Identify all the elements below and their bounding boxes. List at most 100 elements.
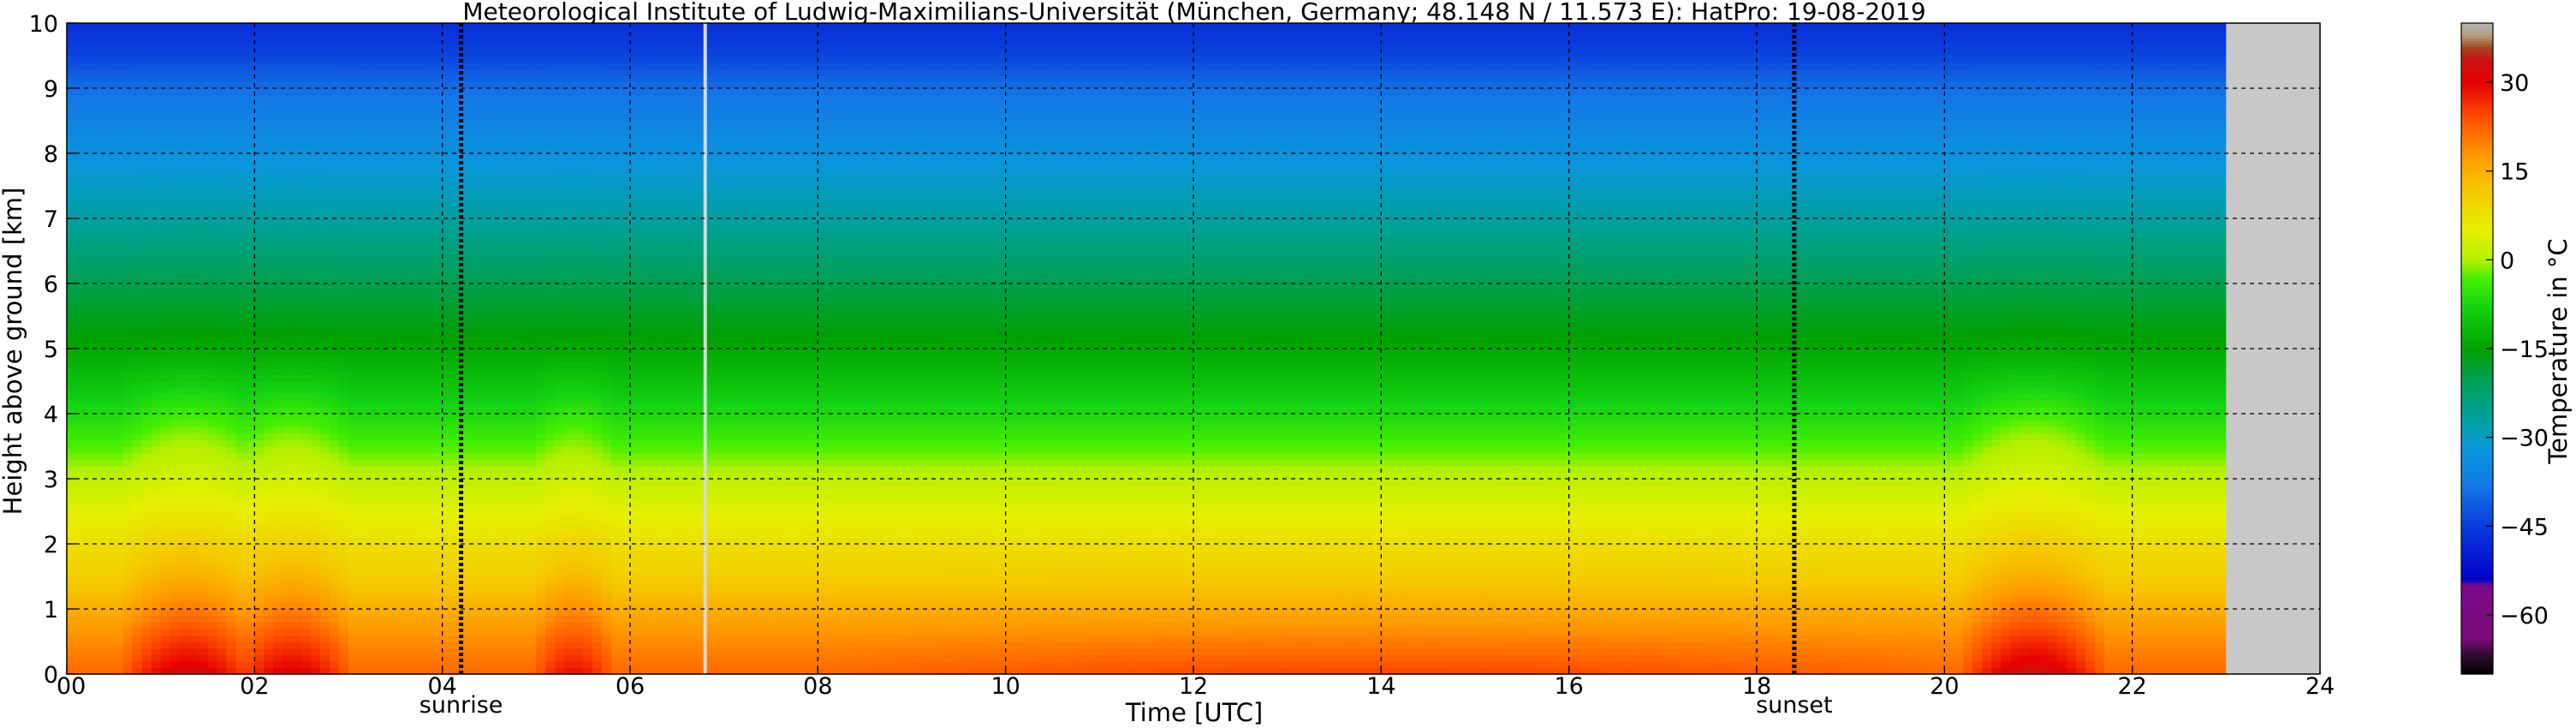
heatmap-cell bbox=[498, 433, 509, 440]
heatmap-cell bbox=[479, 414, 491, 421]
heatmap-cell bbox=[376, 367, 387, 375]
heatmap-cell bbox=[320, 530, 330, 538]
heatmap-cell bbox=[461, 635, 472, 642]
heatmap-cell bbox=[217, 660, 228, 668]
heatmap-cell bbox=[479, 186, 491, 194]
heatmap-cell bbox=[517, 524, 527, 532]
heatmap-cell bbox=[357, 622, 368, 630]
heatmap-cell bbox=[85, 231, 96, 239]
heatmap-cell bbox=[151, 465, 162, 473]
heatmap-cell bbox=[432, 582, 443, 590]
heatmap-cell bbox=[470, 335, 481, 343]
heatmap-cell bbox=[461, 602, 472, 610]
heatmap-cell bbox=[122, 349, 134, 356]
heatmap-cell bbox=[264, 550, 274, 558]
heatmap-cell bbox=[179, 166, 190, 174]
heatmap-cell bbox=[132, 544, 143, 552]
heatmap-cell bbox=[217, 101, 228, 109]
heatmap-cell bbox=[470, 667, 481, 675]
heatmap-cell bbox=[376, 452, 387, 460]
heatmap-cell bbox=[320, 212, 330, 219]
heatmap-cell bbox=[94, 283, 105, 291]
heatmap-cell bbox=[320, 660, 330, 668]
heatmap-cell bbox=[104, 244, 115, 252]
heatmap-cell bbox=[235, 407, 246, 415]
heatmap-cell bbox=[479, 69, 491, 76]
heatmap-cell bbox=[385, 121, 396, 128]
heatmap-cell bbox=[479, 550, 491, 558]
heatmap-cell bbox=[517, 94, 527, 102]
heatmap-cell bbox=[385, 439, 396, 447]
heatmap-cell bbox=[413, 576, 425, 584]
heatmap-cell bbox=[132, 635, 143, 642]
heatmap-cell bbox=[330, 544, 340, 552]
heatmap-cell bbox=[413, 199, 425, 206]
heatmap-cell bbox=[132, 609, 143, 617]
heatmap-cell bbox=[385, 582, 396, 590]
heatmap-cell bbox=[470, 179, 481, 187]
heatmap-cell bbox=[320, 394, 330, 402]
heatmap-cell bbox=[442, 329, 453, 337]
heatmap-cell bbox=[245, 94, 255, 102]
heatmap-cell bbox=[423, 400, 434, 408]
heatmap-cell bbox=[395, 647, 406, 655]
heatmap-cell bbox=[432, 56, 443, 63]
heatmap-cell bbox=[404, 524, 415, 532]
heatmap-cell bbox=[217, 212, 228, 219]
heatmap-cell bbox=[75, 205, 86, 212]
heatmap-cell bbox=[292, 159, 302, 167]
heatmap-cell bbox=[104, 439, 115, 447]
heatmap-cell bbox=[527, 433, 537, 440]
heatmap-cell bbox=[423, 107, 434, 115]
heatmap-cell bbox=[226, 544, 236, 552]
heatmap-cell bbox=[489, 647, 500, 655]
heatmap-cell bbox=[151, 387, 162, 395]
heatmap-cell bbox=[311, 485, 321, 492]
heatmap-cell bbox=[376, 179, 387, 187]
heatmap-cell bbox=[527, 498, 537, 505]
heatmap-cell bbox=[188, 381, 199, 389]
heatmap-cell bbox=[104, 563, 115, 570]
heatmap-cell bbox=[451, 485, 462, 492]
heatmap-cell bbox=[292, 296, 302, 304]
heatmap-cell bbox=[94, 387, 105, 395]
heatmap-cell bbox=[113, 537, 124, 545]
heatmap-cell bbox=[432, 49, 443, 57]
heatmap-cell bbox=[385, 374, 396, 382]
heatmap-cell bbox=[292, 23, 302, 31]
heatmap-cell bbox=[141, 582, 152, 590]
heatmap-cell bbox=[226, 647, 236, 655]
heatmap-cell bbox=[517, 492, 527, 499]
heatmap-cell bbox=[198, 101, 209, 109]
heatmap-cell bbox=[235, 544, 246, 552]
heatmap-cell bbox=[207, 140, 218, 147]
heatmap-cell bbox=[330, 205, 340, 212]
heatmap-cell bbox=[85, 537, 96, 545]
heatmap-cell bbox=[151, 42, 162, 50]
heatmap-cell bbox=[141, 446, 152, 454]
heatmap-cell bbox=[385, 186, 396, 194]
heatmap-cell bbox=[122, 589, 134, 597]
heatmap-cell bbox=[423, 342, 434, 349]
heatmap-cell bbox=[207, 647, 218, 655]
heatmap-cell bbox=[132, 49, 143, 57]
heatmap-cell bbox=[301, 374, 312, 382]
heatmap-cell bbox=[292, 309, 302, 317]
heatmap-cell bbox=[113, 56, 124, 63]
heatmap-cell bbox=[113, 472, 124, 480]
heatmap-cell bbox=[226, 231, 236, 239]
heatmap-cell bbox=[94, 459, 105, 467]
heatmap-cell bbox=[413, 550, 425, 558]
heatmap-cell bbox=[198, 459, 209, 467]
heatmap-cell bbox=[489, 381, 500, 389]
heatmap-cell bbox=[151, 342, 162, 349]
heatmap-cell bbox=[217, 550, 228, 558]
heatmap-cell bbox=[235, 394, 246, 402]
heatmap-cell bbox=[330, 504, 340, 512]
heatmap-cell bbox=[301, 231, 312, 239]
heatmap-cell bbox=[160, 530, 171, 538]
heatmap-cell bbox=[357, 179, 368, 187]
heatmap-cell bbox=[245, 257, 255, 265]
heatmap-cell bbox=[376, 231, 387, 239]
heatmap-cell bbox=[235, 537, 246, 545]
